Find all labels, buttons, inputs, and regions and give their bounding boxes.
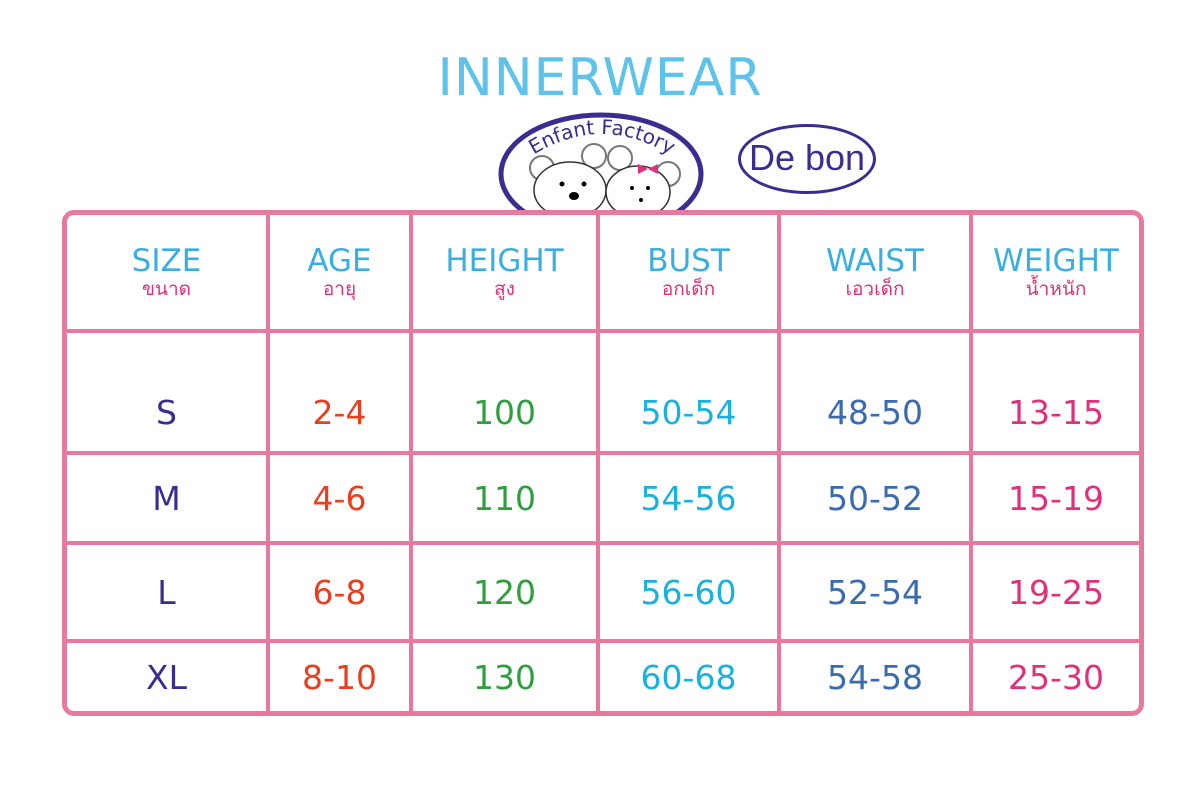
table-cell-waist: 48-50 <box>781 333 969 451</box>
header-label: BUST <box>647 243 730 279</box>
bust-value: 54-56 <box>640 478 737 518</box>
table-cell-bust: 60-68 <box>600 643 777 711</box>
waist-value: 48-50 <box>827 392 923 432</box>
header-size: SIZE ขนาด <box>67 215 266 329</box>
bust-value: 50-54 <box>640 392 737 432</box>
age-value: 8-10 <box>302 657 377 697</box>
table-cell-age: 8-10 <box>270 643 409 711</box>
table-cell-waist: 50-52 <box>781 455 969 541</box>
table-cell-height: 130 <box>413 643 596 711</box>
header-bust: BUST อกเด็ก <box>600 215 777 329</box>
table-cell-height: 100 <box>413 333 596 451</box>
table-cell-age: 2-4 <box>270 333 409 451</box>
table-cell-bust: 56-60 <box>600 545 777 639</box>
size-value: XL <box>146 657 187 697</box>
height-value: 110 <box>473 478 536 518</box>
header-thai-label: เอวเด็ก <box>845 278 905 300</box>
table-cell-weight: 19-25 <box>973 545 1139 639</box>
table-cell-size: M <box>67 455 266 541</box>
header-thai-label: อกเด็ก <box>661 278 716 300</box>
table-cell-size: L <box>67 545 266 639</box>
size-value: S <box>156 392 177 432</box>
header-height: HEIGHT สูง <box>413 215 596 329</box>
weight-value: 13-15 <box>1008 392 1104 432</box>
weight-value: 19-25 <box>1008 572 1104 612</box>
page-title: INNERWEAR <box>437 48 763 108</box>
header-age: AGE อายุ <box>270 215 409 329</box>
size-value: L <box>157 572 176 612</box>
table-cell-age: 6-8 <box>270 545 409 639</box>
size-value: M <box>152 478 181 518</box>
age-value: 4-6 <box>312 478 367 518</box>
waist-value: 52-54 <box>827 572 923 612</box>
header-thai-label: สูง <box>494 278 515 300</box>
header-label: WAIST <box>826 243 924 279</box>
waist-value: 54-58 <box>827 657 923 697</box>
bust-value: 60-68 <box>640 657 737 697</box>
header-label: WEIGHT <box>993 243 1119 279</box>
table-cell-waist: 52-54 <box>781 545 969 639</box>
header-thai-label: น้ำหนัก <box>1025 278 1087 300</box>
header-weight: WEIGHT น้ำหนัก <box>973 215 1139 329</box>
weight-value: 15-19 <box>1008 478 1104 518</box>
size-chart-table: SIZE ขนาด AGE อายุ HEIGHT สูง BUST อกเด็ก WA… <box>62 210 1144 716</box>
age-value: 6-8 <box>312 572 367 612</box>
bust-value: 56-60 <box>640 572 737 612</box>
table-cell-weight: 15-19 <box>973 455 1139 541</box>
table-cell-weight: 13-15 <box>973 333 1139 451</box>
table-cell-height: 120 <box>413 545 596 639</box>
header-label: SIZE <box>131 243 202 279</box>
header-thai-label: อายุ <box>322 278 357 300</box>
waist-value: 50-52 <box>827 478 923 518</box>
header-label: AGE <box>307 243 372 279</box>
table-cell-bust: 50-54 <box>600 333 777 451</box>
table-cell-bust: 54-56 <box>600 455 777 541</box>
age-value: 2-4 <box>312 392 367 432</box>
table-cell-height: 110 <box>413 455 596 541</box>
table-cell-weight: 25-30 <box>973 643 1139 711</box>
header-label: HEIGHT <box>445 243 564 279</box>
height-value: 120 <box>473 572 536 612</box>
table-cell-size: S <box>67 333 266 451</box>
table-cell-waist: 54-58 <box>781 643 969 711</box>
header-waist: WAIST เอวเด็ก <box>781 215 969 329</box>
weight-value: 25-30 <box>1008 657 1104 697</box>
height-value: 130 <box>473 657 536 697</box>
table-cell-size: XL <box>67 643 266 711</box>
height-value: 100 <box>473 392 536 432</box>
table-cell-age: 4-6 <box>270 455 409 541</box>
de-bon-logo: De bon <box>738 124 876 194</box>
enfant-factory-logo: Enfant Factory <box>498 112 704 240</box>
header-thai-label: ขนาด <box>142 278 191 300</box>
